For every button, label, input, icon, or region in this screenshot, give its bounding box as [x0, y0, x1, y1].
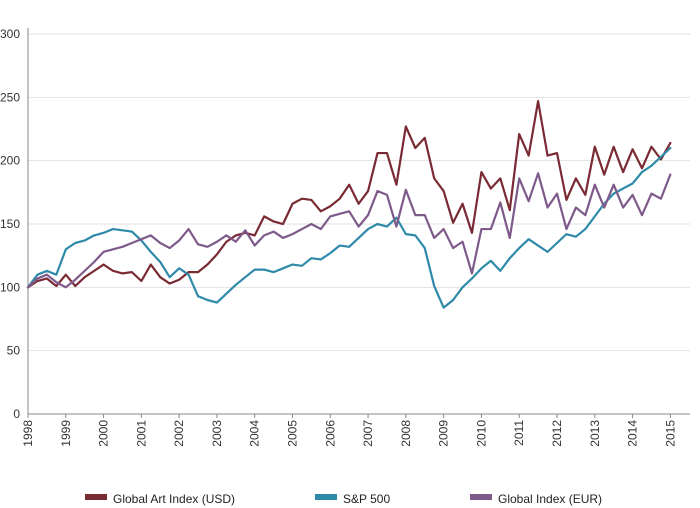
x-tick-label: 2006: [323, 420, 337, 447]
x-tick-label: 2014: [626, 420, 640, 447]
y-tick-label: 250: [0, 90, 20, 104]
x-tick-label: 2010: [474, 420, 488, 447]
legend-swatch: [470, 494, 492, 500]
legend-label: S&P 500: [343, 492, 390, 506]
x-tick-label: 1999: [59, 420, 73, 447]
x-tick-label: 2008: [399, 420, 413, 447]
x-tick-label: 2012: [550, 420, 564, 447]
x-tick-label: 2013: [588, 420, 602, 447]
x-tick-label: 2004: [248, 420, 262, 447]
series-line-0: [26, 100, 672, 289]
x-tick-label: 2003: [210, 420, 224, 447]
y-tick-label: 100: [0, 280, 20, 294]
series-lines: [26, 100, 672, 309]
x-tick-label: 2015: [663, 420, 677, 447]
x-tick-label: 1998: [21, 420, 35, 447]
x-tick-label: 2005: [285, 420, 299, 447]
y-tick-label: 50: [7, 344, 21, 358]
y-tick-label: 300: [0, 27, 20, 41]
x-tick-label: 2001: [134, 420, 148, 447]
x-tick-label: 2007: [361, 420, 375, 447]
legend-swatch: [85, 494, 107, 500]
series-line-2: [26, 172, 672, 289]
series-line-1: [26, 146, 672, 309]
x-tick-label: 2002: [172, 420, 186, 447]
y-tick-label: 150: [0, 217, 20, 231]
gridlines: [28, 33, 690, 415]
y-axis: 0 50 100 150 200 250 300: [0, 27, 29, 421]
legend: Global Art Index (USD) S&P 500 Global Inde…: [85, 492, 602, 506]
x-tick-label: 2000: [97, 420, 111, 447]
x-axis: 1998 1999 2000 2001 2002 2003 2004 2005 2006 2007…: [21, 414, 677, 447]
legend-swatch: [315, 494, 337, 500]
x-tick-label: 2009: [437, 420, 451, 447]
legend-label: Global Art Index (USD): [113, 492, 235, 506]
x-tick-label: 2011: [512, 420, 526, 446]
y-tick-label: 200: [0, 154, 20, 168]
legend-label: Global Index (EUR): [498, 492, 602, 506]
y-tick-label: 0: [13, 407, 20, 421]
